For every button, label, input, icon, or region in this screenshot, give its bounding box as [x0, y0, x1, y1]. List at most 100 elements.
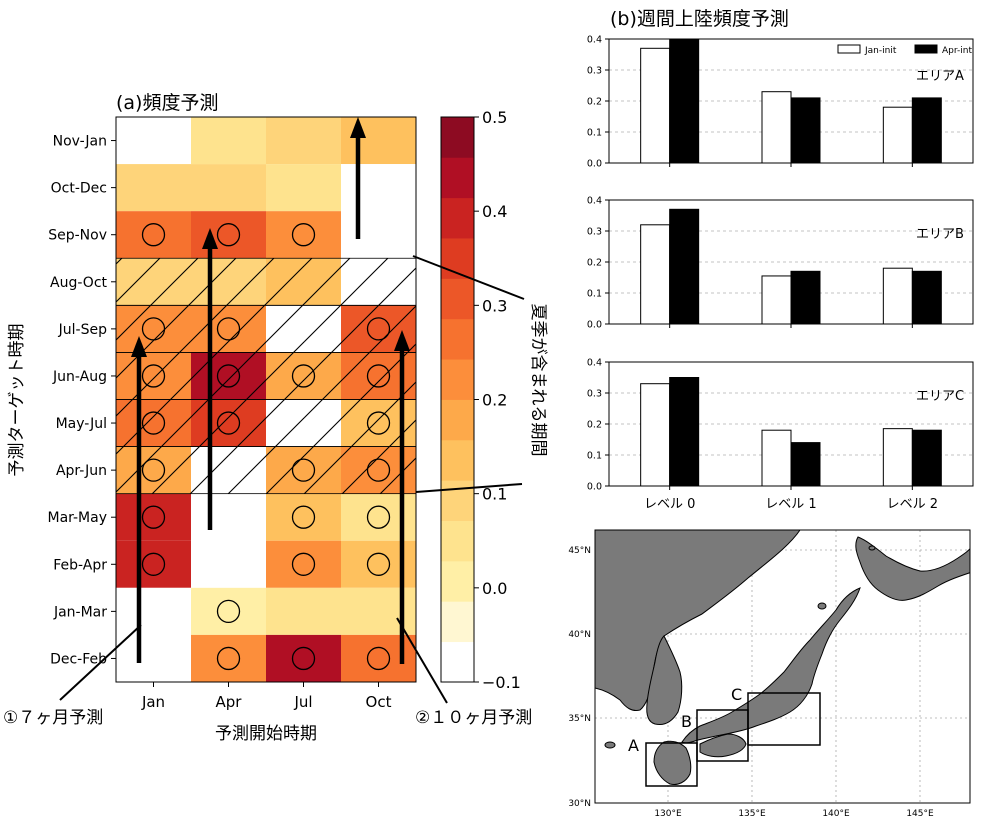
- significance-circle: [291, 223, 316, 247]
- heatmap-cell: [116, 634, 191, 682]
- heatmap-cell: [341, 211, 416, 259]
- lon-label-145: 145°E: [906, 809, 934, 819]
- colorbar-segment: [441, 399, 474, 441]
- y-tick-label: 0.1: [587, 451, 602, 462]
- y-tick-label: Feb-Apr: [53, 557, 107, 573]
- region-label-b: B: [681, 712, 692, 731]
- region-boxes: [645, 692, 821, 787]
- colorbar-tick-label: 0.3: [482, 296, 507, 315]
- bar-apr-int: [790, 270, 821, 325]
- heatmap-frame: [115, 116, 417, 683]
- y-tick-label: 0.2: [587, 258, 602, 269]
- heatmap-cell: [341, 634, 416, 682]
- bar-jan-init: [640, 47, 671, 164]
- bar-panel: 0.0 0.1 0.2 0.3 0.4 エリアB: [587, 196, 974, 331]
- colorbar-tick-label: 0.5: [482, 108, 507, 127]
- legend-swatch-jan: [837, 44, 861, 54]
- colorbar-tick-label: −0.1: [482, 673, 521, 692]
- arrow-oct-long-head: [394, 330, 410, 351]
- colorbar-segment: [441, 439, 474, 481]
- bar-apr-int: [911, 270, 942, 325]
- y-tick-label: 0.4: [587, 196, 602, 207]
- significance-circle: [366, 552, 391, 576]
- significance-circle: [366, 505, 391, 529]
- lat-label-40: 40°N: [568, 630, 591, 640]
- lon-label-135: 135°E: [738, 809, 766, 819]
- significance-circle: [291, 505, 316, 529]
- x-tick-label: レベル 1: [765, 497, 816, 512]
- forecast-arrows: [131, 117, 410, 664]
- bar-jan-init: [882, 428, 913, 487]
- heatmap-cell: [341, 117, 416, 165]
- bar-panel-frame: [608, 199, 974, 325]
- heatmap-cell: [191, 540, 266, 588]
- arrow-apr-head: [202, 228, 218, 249]
- significance-circle: [141, 223, 166, 247]
- y-tick-label: Jan-Mar: [53, 604, 107, 620]
- colorbar-tick-label: 0.1: [482, 485, 507, 504]
- y-tick-label: Jul-Sep: [58, 322, 107, 338]
- colorbar-tick-label: 0.0: [482, 579, 507, 598]
- y-tick-label: 0.0: [587, 482, 602, 493]
- colorbar-segment: [441, 238, 474, 279]
- bar-apr-int: [911, 97, 942, 164]
- area-label: エリアB: [916, 227, 964, 242]
- arrow-oct-short-head: [350, 117, 366, 138]
- summer-hatch-row: [115, 399, 417, 447]
- heatmap-cell: [116, 117, 191, 165]
- heatmap-cell: [191, 164, 266, 212]
- colorbar-segment: [441, 117, 474, 158]
- colorbar-segment: [441, 601, 474, 643]
- heatmap-cell: [266, 117, 341, 165]
- y-tick-label: Aug-Oct: [50, 275, 107, 291]
- bar-panels: 0.0 0.1 0.2 0.3 0.4 エリアA Jan-init Apr-int 0.0 0.1…: [587, 35, 974, 512]
- lat-label-45: 45°N: [568, 546, 591, 556]
- bar-apr-int: [911, 429, 942, 487]
- bar-apr-int: [669, 208, 700, 325]
- bar-jan-init: [761, 275, 792, 325]
- heatmap-cell: [266, 211, 341, 259]
- heatmap-cell: [116, 211, 191, 259]
- heatmap-cell: [191, 211, 266, 259]
- heatmap-x-tick-labels: Jan Apr Jul Oct: [141, 682, 392, 711]
- y-tick-label: 0.2: [587, 97, 602, 108]
- y-tick-label: 0.1: [587, 289, 602, 300]
- heatmap-cell: [191, 117, 266, 165]
- heatmap-xlabel: 予測開始時期: [215, 724, 317, 744]
- x-tick-label: Jul: [293, 693, 312, 711]
- heatmap-cell: [116, 587, 191, 635]
- region-map: A B C 45°N 40°N 35°N 30°N 130°E 135°E 14…: [568, 529, 971, 819]
- colorbar-tick-label: 0.4: [482, 202, 507, 221]
- bar-jan-init: [761, 429, 792, 487]
- heatmap-cell: [266, 634, 341, 682]
- bar-panel: 0.0 0.1 0.2 0.3 0.4 レベル 0 レベル 1 レベル 2 エリアC: [587, 358, 974, 512]
- lon-label-140: 140°E: [822, 809, 850, 819]
- bar-panel-frame: [608, 361, 974, 487]
- region-label-a: A: [628, 736, 639, 755]
- y-tick-label: Dec-Feb: [50, 651, 107, 667]
- significance-circle: [141, 552, 166, 576]
- map-frame: [594, 529, 971, 804]
- colorbar-segment: [441, 197, 474, 239]
- heatmap-cell: [191, 493, 266, 541]
- heatmap-cell: [266, 493, 341, 541]
- x-tick-label: Apr: [216, 693, 243, 711]
- colorbar-segment: [441, 560, 474, 602]
- heatmap-cell: [116, 493, 191, 541]
- heatmap-cell: [341, 164, 416, 212]
- summer-hatch-row: [115, 352, 417, 400]
- y-tick-label: Nov-Jan: [53, 134, 107, 150]
- bar-jan-init: [640, 383, 671, 487]
- korea-land: [646, 635, 683, 725]
- legend-label-jan: Jan-init: [864, 46, 897, 56]
- bar-apr-int: [790, 442, 821, 487]
- y-tick-label: Sep-Nov: [48, 228, 107, 244]
- bar-apr-int: [790, 97, 821, 164]
- summer-hatch-row: [115, 446, 417, 495]
- colorbar-tick-labels: 0.5 0.4 0.3 0.2 0.1 0.0 −0.1: [474, 108, 521, 692]
- colorbar-segment: [441, 480, 474, 521]
- x-tick-label: Oct: [366, 693, 392, 711]
- heatmap-title: (a)頻度予測: [116, 92, 218, 114]
- y-tick-label: 0.4: [587, 35, 602, 46]
